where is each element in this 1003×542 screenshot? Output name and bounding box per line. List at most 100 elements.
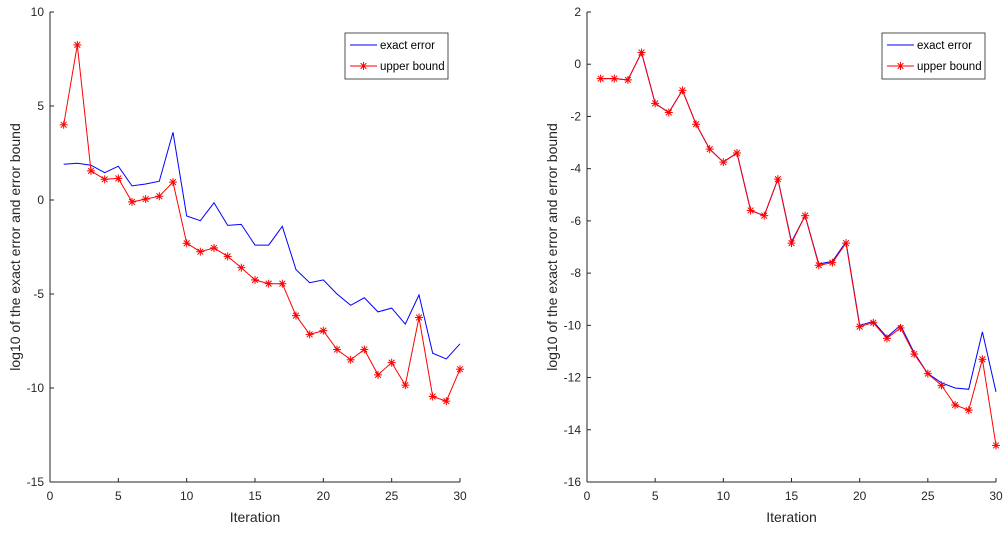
data-point-marker [828, 258, 837, 267]
data-point-marker [223, 252, 232, 261]
y-tick-label: 0 [37, 193, 44, 207]
x-axis-title: Iteration [230, 509, 281, 525]
data-point-marker [842, 239, 851, 248]
x-axis-title: Iteration [766, 509, 817, 525]
data-point-marker [155, 192, 164, 201]
x-tick-label: 30 [989, 489, 1003, 503]
y-tick-label: -12 [564, 371, 582, 385]
data-point-marker [278, 279, 287, 288]
data-point-marker [678, 86, 687, 95]
data-point-marker [787, 239, 796, 248]
legend-box [344, 32, 449, 80]
data-point-marker [869, 318, 878, 327]
y-tick-label: 5 [37, 99, 44, 113]
y-tick-label: -5 [33, 287, 44, 301]
legend-box [881, 32, 986, 80]
x-tick-label: 10 [717, 489, 731, 503]
y-tick-label: 2 [574, 5, 581, 19]
data-point-marker [251, 275, 259, 284]
data-point-marker [387, 358, 396, 367]
data-point-marker [264, 279, 273, 288]
x-tick-label: 25 [385, 489, 399, 503]
data-point-marker [637, 48, 646, 57]
y-tick-label: 10 [31, 5, 45, 19]
x-tick-label: 10 [180, 489, 194, 503]
y-tick-label: -10 [564, 318, 582, 332]
data-point-marker [59, 120, 68, 129]
data-point-marker [87, 166, 95, 175]
x-tick-label: 20 [317, 489, 331, 503]
data-point-marker [374, 370, 382, 379]
legend: exact error upper bound [344, 32, 449, 80]
legend-marker [896, 62, 905, 70]
data-point-marker [705, 145, 714, 154]
data-point-marker [415, 313, 423, 322]
data-point-marker [596, 74, 605, 83]
series-line-upper-bound [600, 51, 997, 446]
data-point-marker [978, 355, 987, 364]
y-axis-title: log10 of the exact error and error bound [7, 123, 23, 371]
data-point-marker [100, 175, 109, 184]
legend-marker [359, 62, 368, 70]
data-point-marker [333, 345, 341, 354]
data-point-marker [237, 263, 246, 272]
x-tick-label: 5 [652, 489, 659, 503]
y-tick-label: -14 [564, 423, 582, 437]
data-point-marker [401, 381, 410, 390]
x-tick-label: 0 [584, 489, 591, 503]
legend-label: exact error [380, 40, 435, 52]
y-tick-label: -6 [570, 214, 581, 228]
data-point-marker [951, 400, 960, 409]
data-point-marker [623, 75, 632, 84]
y-tick-label: 0 [574, 57, 581, 71]
data-point-marker [114, 174, 123, 183]
series-line-exact-error [600, 51, 997, 393]
series-line-exact-error [63, 132, 461, 360]
data-point-marker [360, 345, 369, 354]
data-point-marker [292, 311, 300, 320]
y-axis-title: log10 of the exact error and error bound [544, 123, 560, 371]
data-point-marker [992, 441, 1000, 450]
x-tick-label: 20 [853, 489, 867, 503]
x-tick-label: 0 [47, 489, 54, 503]
data-point-marker [746, 206, 755, 215]
data-point-marker [732, 149, 741, 157]
data-point-marker [664, 108, 673, 117]
x-tick-label: 5 [115, 489, 122, 503]
legend: exact error upper bound [881, 32, 986, 80]
chart-left: 0 5 10 15 20 25 30 -15 -10 -5 0 5 10 Iteration log10 o… [7, 5, 467, 525]
data-point-marker [319, 326, 328, 335]
data-point-marker [882, 334, 891, 343]
y-tick-label: -8 [570, 266, 581, 280]
data-point-marker [428, 392, 437, 401]
y-tick-label: -4 [570, 162, 581, 176]
data-point-marker [196, 247, 205, 256]
series-line-upper-bound [63, 44, 461, 402]
data-point-marker [910, 350, 919, 359]
data-point-marker [610, 74, 619, 83]
x-tick-label: 15 [248, 489, 262, 503]
x-tick-label: 15 [785, 489, 799, 503]
data-point-marker [964, 406, 973, 415]
legend-label: upper bound [380, 61, 445, 73]
chart-right: 0 5 10 15 20 25 30 -16 -14 -12 -10 -8 -6 -4 -2 0 2 Iterat… [544, 5, 1003, 525]
data-point-marker [442, 397, 451, 406]
data-point-marker [141, 195, 150, 204]
legend-label: upper bound [917, 61, 982, 73]
data-point-marker [855, 322, 864, 331]
y-tick-label: -10 [27, 381, 45, 395]
data-point-marker [814, 261, 823, 270]
data-point-marker [651, 99, 660, 108]
data-point-marker [773, 175, 782, 184]
data-point-marker [692, 120, 701, 129]
data-point-marker [719, 158, 728, 167]
x-tick-label: 25 [921, 489, 935, 503]
data-point-marker [210, 243, 218, 252]
y-tick-label: -15 [27, 475, 45, 489]
data-point-marker [346, 355, 355, 364]
data-point-marker [305, 330, 314, 339]
data-point-marker [169, 178, 177, 187]
data-point-marker [896, 323, 905, 332]
data-point-marker [128, 197, 136, 206]
